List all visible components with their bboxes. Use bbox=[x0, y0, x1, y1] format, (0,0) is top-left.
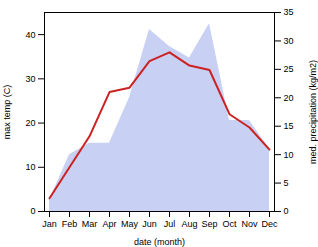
svg-text:Aug: Aug bbox=[181, 219, 197, 229]
svg-text:Sep: Sep bbox=[201, 219, 217, 229]
svg-text:med. precipitation (kg/m2): med. precipitation (kg/m2) bbox=[308, 60, 318, 164]
svg-text:0: 0 bbox=[30, 206, 35, 216]
svg-text:30: 30 bbox=[25, 74, 35, 84]
svg-text:10: 10 bbox=[25, 162, 35, 172]
svg-text:Apr: Apr bbox=[102, 219, 116, 229]
svg-text:35: 35 bbox=[284, 7, 294, 17]
svg-text:Oct: Oct bbox=[222, 219, 237, 229]
svg-text:date (month): date (month) bbox=[134, 237, 185, 247]
svg-text:Jun: Jun bbox=[142, 219, 157, 229]
svg-text:Nov: Nov bbox=[241, 219, 258, 229]
svg-text:Jul: Jul bbox=[164, 219, 176, 229]
svg-text:Dec: Dec bbox=[261, 219, 278, 229]
svg-text:5: 5 bbox=[284, 178, 289, 188]
svg-text:40: 40 bbox=[25, 29, 35, 39]
svg-text:max temp (C): max temp (C) bbox=[2, 85, 12, 140]
svg-text:10: 10 bbox=[284, 150, 294, 160]
svg-text:Feb: Feb bbox=[62, 219, 78, 229]
svg-text:15: 15 bbox=[284, 121, 294, 131]
svg-text:20: 20 bbox=[25, 118, 35, 128]
svg-text:0: 0 bbox=[284, 206, 289, 216]
svg-text:Jan: Jan bbox=[42, 219, 57, 229]
svg-text:25: 25 bbox=[284, 64, 294, 74]
svg-text:30: 30 bbox=[284, 36, 294, 46]
svg-text:Mar: Mar bbox=[82, 219, 98, 229]
svg-text:May: May bbox=[121, 219, 139, 229]
svg-text:20: 20 bbox=[284, 93, 294, 103]
